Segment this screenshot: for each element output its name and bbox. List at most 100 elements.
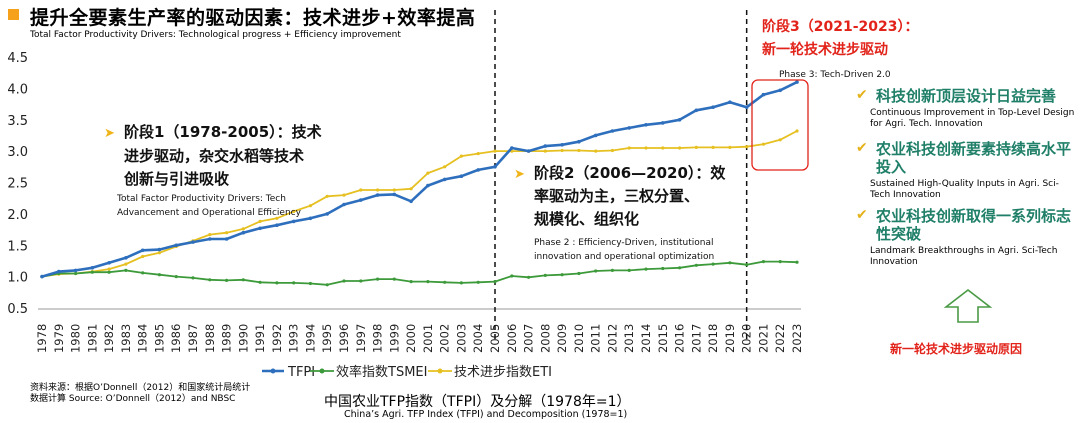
x-tick-label: 1998 [371,324,385,353]
data-point-1-45 [795,260,799,264]
data-point-2-18 [342,193,346,197]
y-tick-label: 3.0 [7,145,28,160]
legend-label-tfpi: TFPI [287,365,315,380]
data-point-1-22 [409,280,413,284]
legend-marker-tsmei [319,368,325,374]
data-point-1-26 [476,280,480,284]
data-point-2-45 [795,129,799,133]
x-tick-label: 1981 [85,324,99,353]
data-point-0-11 [224,237,229,241]
data-point-0-9 [191,240,195,244]
data-point-1-31 [560,273,564,277]
data-point-1-15 [292,281,296,285]
x-tick-label: 1984 [136,324,150,353]
data-point-1-23 [426,280,430,284]
data-point-1-16 [308,281,312,286]
data-point-1-4 [107,270,111,274]
right-panel-item-3: ✔ 农业科技创新取得一系列标志性突破 Landmark Breakthrough… [856,207,1078,268]
data-point-2-6 [141,254,145,259]
x-tick-label: 2012 [605,324,619,353]
page-subtitle: Total Factor Productivity Drivers: Techn… [30,30,401,40]
data-point-0-21 [392,192,397,197]
x-tick-label: 1990 [236,324,250,353]
data-point-2-31 [560,148,564,153]
data-point-2-10 [208,233,212,237]
data-point-2-12 [241,227,245,231]
data-point-0-37 [661,121,665,125]
data-point-2-4 [107,267,111,271]
data-point-0-32 [577,139,581,144]
y-tick-label: 1.0 [7,271,28,286]
x-tick-label: 1997 [354,324,368,353]
data-point-0-12 [241,230,246,235]
data-point-1-3 [90,270,94,274]
x-tick-label: 1995 [320,324,334,353]
x-tick-label: 1980 [69,324,83,353]
x-tick-label: 2002 [438,324,452,353]
data-point-2-41 [728,145,732,149]
x-tick-label: 2016 [673,324,687,353]
data-point-0-5 [124,255,128,260]
title-marker [8,9,19,20]
phase1-line-1: 阶段1（1978-2005）：技术 [124,123,322,141]
arrow-marker-icon: ➤ [514,167,525,182]
data-point-1-41 [728,261,732,265]
right-panel-item-1: ✔ 科技创新顶层设计日益完善 Continuous Improvement in… [856,87,1078,130]
right-panel-item-2: ✔ 农业科技创新要素持续高水平投入 Sustained High-Quality… [856,140,1078,201]
x-tick-label: 2004 [471,324,485,353]
x-tick-label: 1993 [287,324,301,353]
data-point-2-5 [124,262,128,266]
x-tick-label: 1988 [203,324,217,353]
data-point-2-21 [392,188,396,192]
data-point-1-14 [275,281,279,285]
y-tick-label: 3.5 [7,114,28,129]
phase2-line-1: 阶段2（2006—2020）：效 [534,164,726,182]
reason-label: 新一轮技术进步驱动原因 [890,342,1023,356]
data-point-2-26 [476,152,480,156]
phase1-line-3: 创新与引进吸收 [123,170,229,188]
x-tick-label: 1992 [270,324,284,353]
data-point-0-26 [476,168,481,172]
series-line-2 [41,130,798,278]
x-tick-label: 2000 [404,324,418,353]
x-tick-label: 2013 [622,324,636,353]
phase1-annotation: ➤ 阶段1（1978-2005）：技术 进步驱动，杂交水稻等技术 创新与引进吸收… [104,123,322,218]
data-point-1-12 [241,278,245,282]
chart-caption-en: China’s Agri. TFP Index (TFPI) and Decom… [344,409,628,420]
legend-marker-tfpi [270,368,276,374]
data-point-2-27 [493,149,497,153]
data-point-2-33 [594,149,598,153]
data-point-1-27 [493,280,497,284]
x-tick-label: 1985 [152,324,166,353]
phase2-line-3: 规模化、组织化 [534,210,639,228]
source-note-line-2: 数据计算 Source: O’Donnell（2012）and NBSC [30,394,236,404]
data-point-0-38 [677,118,682,122]
x-tick-label: 1987 [186,324,200,353]
x-tick-label: 2001 [421,324,435,353]
legend-label-eti: 技术进步指数ETI [454,365,552,380]
data-point-0-33 [593,133,598,138]
data-point-2-25 [459,154,463,158]
data-point-1-7 [157,273,161,277]
data-point-1-2 [74,271,78,276]
x-tick-label: 2017 [689,324,703,353]
x-tick-label: 2019 [723,324,737,353]
x-tick-label: 1991 [253,324,267,353]
data-point-2-17 [325,194,329,198]
right-panel-item-3-en: Landmark Breakthroughs in Agri. Sci-Tech… [870,246,1058,267]
data-point-2-20 [376,188,380,192]
data-point-1-9 [191,276,195,280]
phase1-line-2: 进步驱动，杂交水稻等技术 [124,147,304,165]
x-tick-label: 2010 [572,324,586,353]
y-tick-label: 4.5 [7,51,28,66]
data-point-0-16 [308,216,313,221]
data-point-0-7 [157,247,162,252]
phase3-annotation: 阶段3（2021-2023）： 新一轮技术进步驱动 Phase 3: Tech-… [762,18,918,80]
x-tick-label: 1978 [35,324,49,353]
chart-caption: 中国农业TFP指数（TFPI）及分解（1978年=1） [324,394,631,410]
y-tick-label: 0.5 [7,302,28,317]
y-tick-label: 2.0 [7,208,28,223]
data-point-0-30 [543,144,548,148]
data-point-2-40 [711,145,715,149]
